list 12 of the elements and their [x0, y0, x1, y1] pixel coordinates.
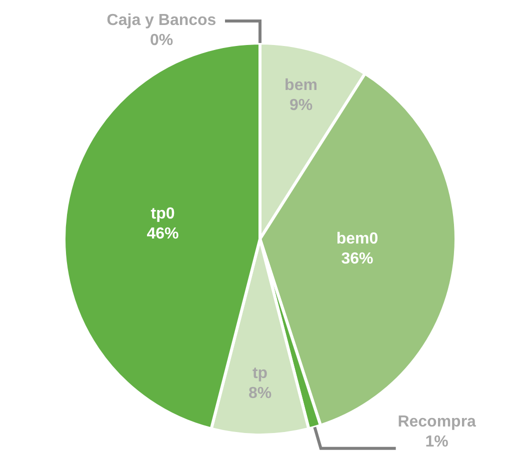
slice-label: tp — [252, 365, 268, 382]
slice-label: Recompra — [398, 413, 476, 430]
slice-label: bem — [284, 76, 318, 94]
slice-label: bem0 — [336, 230, 378, 248]
slice-label: tp0 — [150, 206, 175, 223]
text: 0% — [150, 32, 174, 49]
data-label: 36% — [341, 250, 374, 268]
data-label: 46% — [146, 226, 179, 243]
data-label: 1% — [425, 433, 448, 450]
data-label: 9% — [289, 96, 313, 114]
category-label: Caja y Bancos — [106, 12, 216, 29]
data-label: 8% — [248, 385, 272, 402]
